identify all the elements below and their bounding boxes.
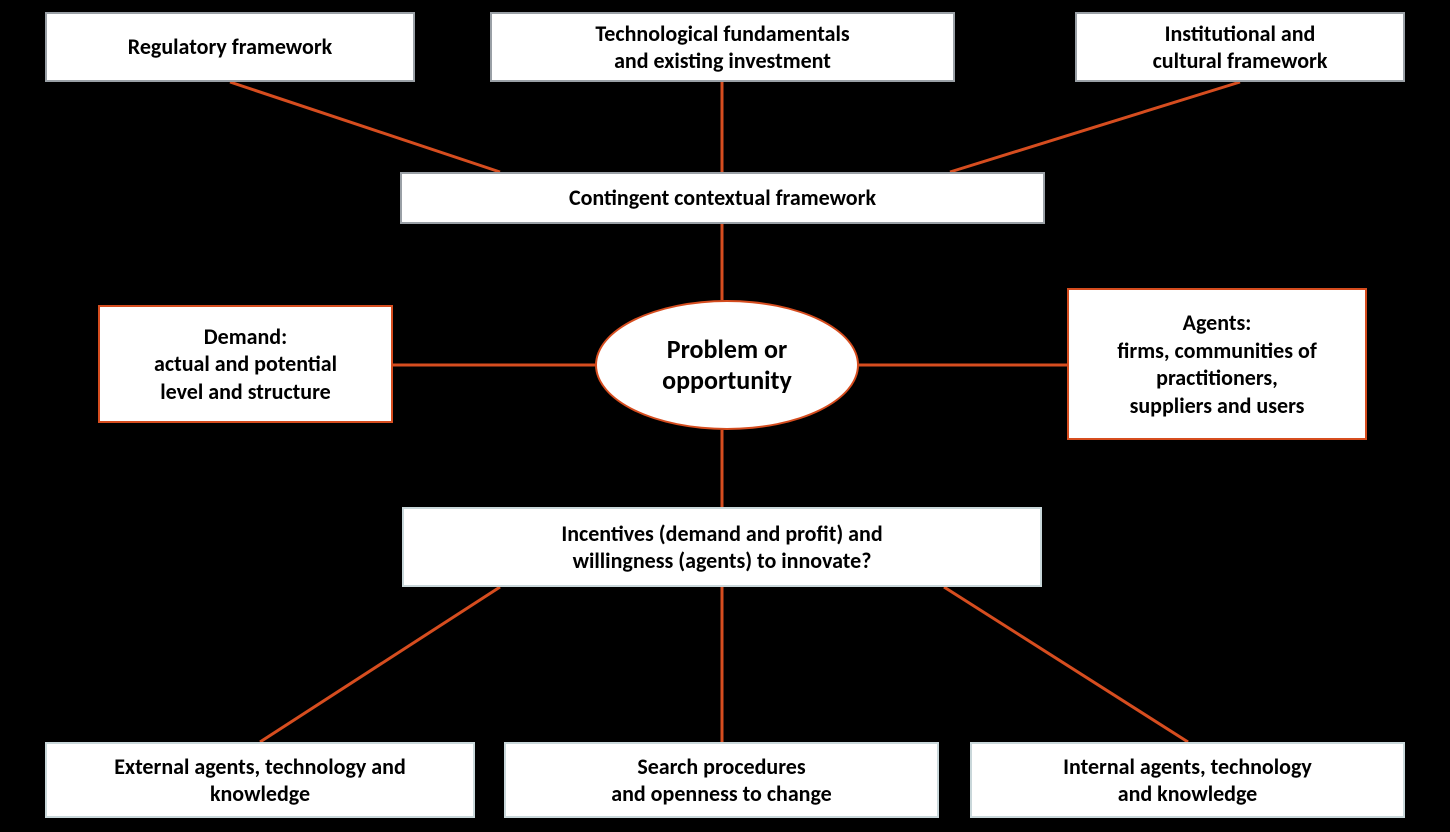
edge-regulatory-contingent (230, 82, 500, 172)
node-tech_fund-label: Technological fundamentalsand existing i… (595, 20, 849, 75)
node-center-label: Problem oropportunity (662, 334, 792, 396)
node-agents: Agents:firms, communities ofpractitioner… (1067, 288, 1367, 440)
node-external: External agents, technology andknowledge (45, 742, 475, 818)
node-incentives-label: Incentives (demand and profit) andwillin… (561, 520, 882, 575)
edge-institutional-contingent (950, 82, 1240, 172)
node-regulatory-label: Regulatory framework (128, 33, 332, 61)
node-search: Search proceduresand openness to change (504, 742, 939, 818)
node-center: Problem oropportunity (595, 300, 859, 430)
node-search-label: Search proceduresand openness to change (611, 753, 832, 808)
node-demand-label: Demand:actual and potentiallevel and str… (154, 323, 337, 406)
node-internal-label: Internal agents, technologyand knowledge (1063, 753, 1312, 808)
node-regulatory: Regulatory framework (45, 12, 415, 82)
node-tech_fund: Technological fundamentalsand existing i… (490, 12, 955, 82)
node-demand: Demand:actual and potentiallevel and str… (98, 305, 393, 423)
edge-incentives-external (260, 587, 500, 742)
node-internal: Internal agents, technologyand knowledge (970, 742, 1405, 818)
node-contingent-label: Contingent contextual framework (569, 184, 876, 212)
node-institutional-label: Institutional andcultural framework (1153, 20, 1328, 75)
edge-incentives-internal (944, 587, 1188, 742)
node-external-label: External agents, technology andknowledge (114, 753, 406, 808)
node-institutional: Institutional andcultural framework (1075, 12, 1405, 82)
node-incentives: Incentives (demand and profit) andwillin… (402, 507, 1042, 587)
node-contingent: Contingent contextual framework (400, 172, 1045, 224)
node-agents-label: Agents:firms, communities ofpractitioner… (1117, 309, 1317, 419)
